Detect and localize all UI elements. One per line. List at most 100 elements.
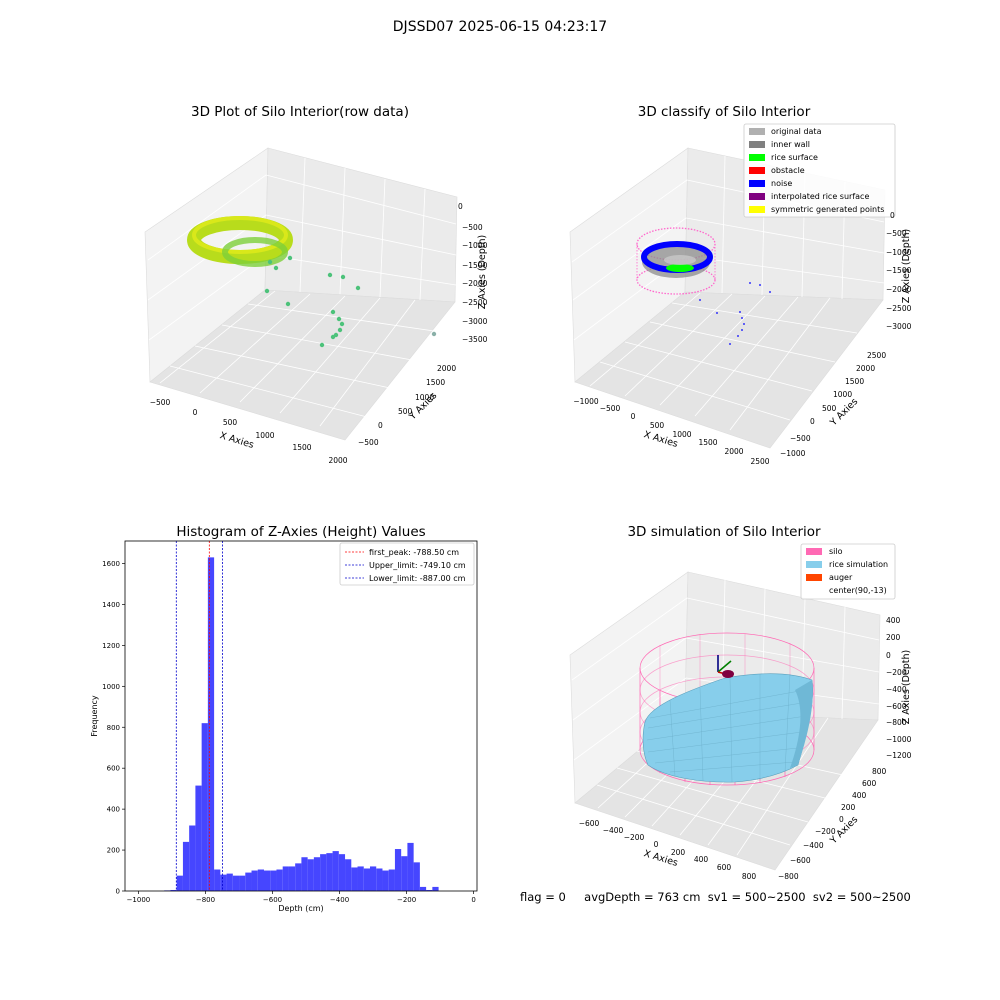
histogram-bar [426,889,433,891]
z-tick-label: −2000 [886,285,912,294]
x-tick-label: 1000 [255,431,274,440]
histogram-bar [345,859,352,891]
y-tick-label: 500 [822,404,837,413]
legend-label: Upper_limit: -749.10 cm [369,561,466,570]
x-tick-label: 200 [671,848,686,857]
histogram-bar [295,863,302,891]
histogram-bar [170,889,177,891]
stats-text: avgDepth = 763 cm sv1 = 500~2500 sv2 = 5… [584,890,911,904]
x-tick-label: −400 [330,896,349,904]
panel-raw-3d: 3D Plot of Silo Interior(row data) [144,104,488,465]
axis-label-x: X Axies [218,430,255,451]
classified-cloud [636,227,771,345]
histogram-bar [320,854,327,891]
x-tick-label: 800 [742,872,757,881]
x-axis: −1000 −800 −600 −400 −200 0 [127,891,476,904]
grid-lines [147,157,457,427]
y-tick-label: −800 [778,872,799,881]
x-tick-label: −200 [397,896,416,904]
legend-label: silo [829,547,843,556]
histogram-bar [394,849,402,891]
z-tick-label: −3000 [886,322,912,331]
histogram-bar [288,866,296,891]
legend-label: symmetric generated points [771,205,884,214]
z-tick-label: −2500 [886,304,912,313]
histogram-bar [357,866,364,891]
histogram-bar [419,886,427,891]
x-tick-label: 1500 [698,438,717,447]
legend-swatch [749,193,765,200]
y-tick-label: −500 [358,438,379,447]
histogram-bar [263,870,271,891]
legend-swatch [749,154,765,161]
y-tick-label: 1500 [845,377,864,386]
chart-title: Histogram of Z-Axies (Height) Values [176,524,425,540]
y-tick-label: 1200 [102,642,120,650]
silo-ring-lower [222,237,288,267]
panel-simulation-3d: 3D simulation of Silo Interior [569,524,912,881]
auger-marker [722,670,734,678]
axis-label-z: Z Axies (Depth) [901,229,912,303]
y-tick-label: 800 [107,724,120,732]
z-tick-label: 200 [886,633,901,642]
histogram-bar [245,872,252,891]
histogram-bar [214,869,221,891]
silo-simulation [639,632,815,786]
y-tick-label: 200 [107,847,120,855]
z-tick-label: −200 [886,668,907,677]
x-tick-label: −500 [600,404,621,413]
y-axis: 0 200 400 600 800 1000 1200 1400 1600 [102,560,125,896]
histogram-bar [239,875,246,891]
y-tick-label: −1000 [780,449,806,458]
x-tick-label: 0 [654,840,659,849]
y-tick-label: 0 [839,815,844,824]
z-tick-label: −1500 [462,261,488,270]
axis-label-x: Depth (cm) [278,904,323,913]
histogram-bar [338,854,346,891]
legend-swatch [749,167,765,174]
histogram-bar [369,866,377,891]
rice-ridge [790,680,813,768]
z-tick-label: −500 [886,229,907,238]
y-tick-label: 1000 [415,393,434,402]
z-tick-label: −500 [462,223,483,232]
z-tick-label: −1500 [886,266,912,275]
point-cloud [187,216,437,348]
rice-mesh [646,673,809,783]
z-tick-label: −1000 [462,241,488,250]
pane-floor [574,291,884,449]
x-tick-label: −1000 [573,397,599,406]
x-tick-label: 500 [650,421,665,430]
histogram-bar [282,866,289,891]
y-tick-label: 1400 [102,601,120,609]
histogram-bar [226,873,233,891]
pane-floor [149,289,456,441]
histogram-bar [182,841,190,891]
histogram-bar [207,557,215,891]
legend-label: noise [771,179,792,188]
y-tick-label: 600 [107,765,120,773]
pink-cylinder-bottom [636,265,716,295]
x-tick-label: 0 [471,896,475,904]
legend-swatch [749,206,765,213]
y-tick-label: 2500 [867,351,886,360]
histogram-bar [313,857,321,891]
z-tick-label: −800 [886,718,907,727]
y-tick-label: 200 [841,803,856,812]
histogram-bar [363,868,370,891]
original-data-core [664,255,696,265]
x-tick-label: 0 [193,408,198,417]
histogram-bar [413,862,420,891]
histogram-bar [332,851,339,891]
z-tick-label: 0 [458,202,463,211]
x-tick-label: 1500 [292,443,311,452]
figure-title: DJSSD07 2025-06-15 04:23:17 [393,19,607,35]
legend-swatch [806,548,822,555]
silo-ring-edge [192,216,288,254]
x-tick-label: 1000 [672,430,691,439]
legend-label: obstacle [771,166,805,175]
chart-title: 3D Plot of Silo Interior(row data) [191,104,409,120]
x-tick-label: 500 [223,418,238,427]
y-tick-label: −200 [815,827,836,836]
z-tick-label: −2000 [462,279,488,288]
